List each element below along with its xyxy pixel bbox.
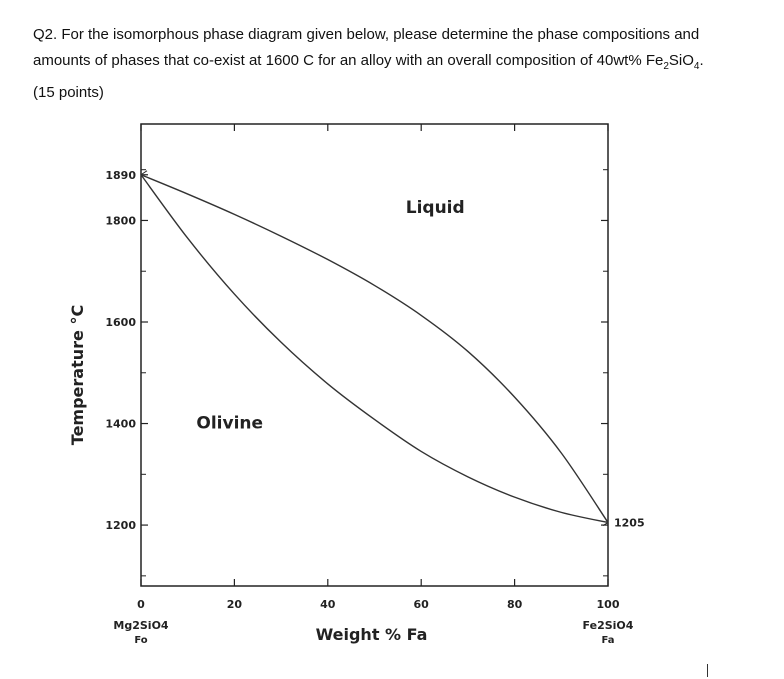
question-line-3: (15 points) bbox=[33, 84, 104, 101]
x-tick-label-80: 80 bbox=[507, 598, 523, 611]
right-end-member-sub: Fa bbox=[602, 635, 615, 646]
right-end-member-label: Fe2SiO4 bbox=[583, 619, 634, 632]
text-cursor bbox=[707, 664, 708, 677]
melting-point-marker-left bbox=[140, 170, 148, 176]
question-text: Q2. For the isomorphous phase diagram gi… bbox=[33, 22, 763, 106]
x-tick-label-20: 20 bbox=[227, 598, 243, 611]
y-tick-label-1800: 1800 bbox=[105, 214, 136, 227]
solidus-curve bbox=[140, 174, 609, 524]
phase-curves bbox=[140, 174, 609, 524]
question-line-2: amounts of phases that co-exist at 1600 … bbox=[33, 52, 704, 72]
axis-ticks bbox=[140, 124, 609, 586]
question-line-1: Q2. For the isomorphous phase diagram gi… bbox=[33, 26, 700, 43]
liquidus-curve bbox=[140, 174, 609, 523]
region-label-liquid: Liquid bbox=[406, 198, 465, 218]
left-end-member-sub: Fo bbox=[134, 635, 147, 646]
y-tick-label-1890: 1890 bbox=[105, 169, 136, 182]
plot-frame bbox=[140, 123, 609, 587]
x-axis-title: Weight % Fa bbox=[316, 625, 428, 644]
chart-labels: 1200 1400 1600 1800 1890 0 20 40 60 80 100 Liquid Ol… bbox=[68, 169, 645, 646]
x-tick-label-0: 0 bbox=[137, 598, 145, 611]
y-axis-title: Temperature °C bbox=[68, 305, 87, 445]
right-end-temperature-label: 1205 bbox=[614, 517, 645, 530]
x-tick-label-60: 60 bbox=[414, 598, 430, 611]
y-tick-label-1400: 1400 bbox=[105, 418, 136, 431]
x-tick-label-40: 40 bbox=[320, 598, 336, 611]
y-tick-label-1600: 1600 bbox=[105, 316, 136, 329]
region-label-olivine: Olivine bbox=[196, 414, 263, 434]
y-tick-label-1200: 1200 bbox=[105, 519, 136, 532]
left-end-member-label: Mg2SiO4 bbox=[113, 619, 169, 632]
plot-border bbox=[140, 123, 609, 587]
x-tick-label-100: 100 bbox=[597, 598, 620, 611]
